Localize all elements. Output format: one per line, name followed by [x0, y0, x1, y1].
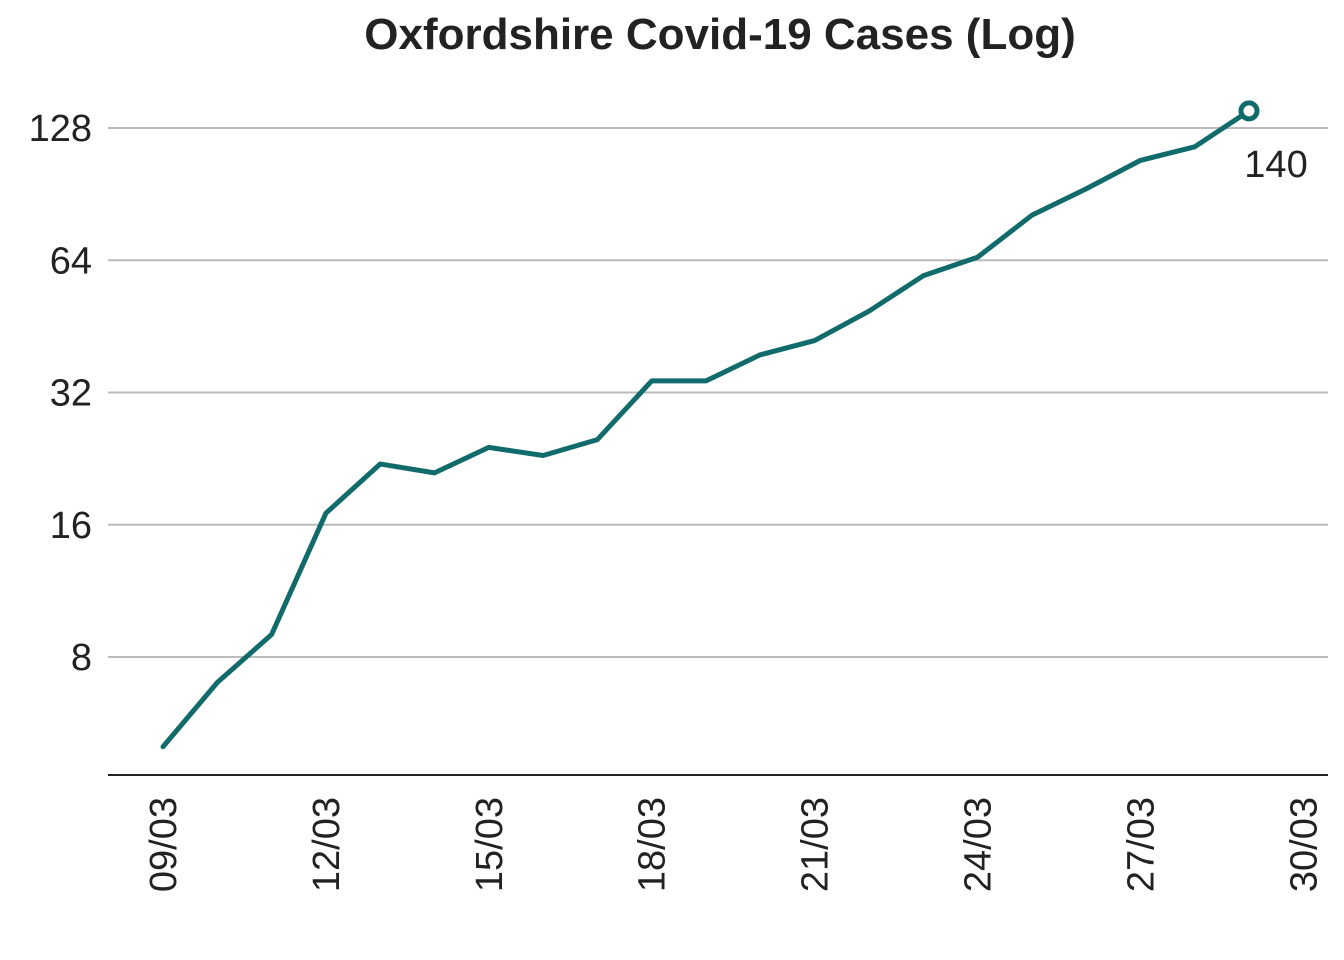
y-tick-label-16: 16 — [50, 505, 92, 547]
data-point — [921, 273, 926, 278]
x-tick-label: 27/03 — [1120, 797, 1162, 892]
x-tick-label: 15/03 — [469, 797, 511, 892]
chart-title: Oxfordshire Covid-19 Cases (Log) — [364, 10, 1076, 59]
x-tick-label: 30/03 — [1283, 797, 1325, 892]
data-point — [866, 309, 871, 314]
x-tick-label: 24/03 — [958, 797, 1000, 892]
y-tick-label-64: 64 — [50, 240, 92, 282]
data-point — [378, 461, 383, 466]
end-point-marker — [1238, 100, 1260, 122]
x-tick-label: 09/03 — [143, 797, 185, 892]
data-point — [649, 378, 654, 383]
series-line — [160, 108, 1252, 750]
y-tick-label-8: 8 — [71, 637, 92, 679]
data-point — [704, 378, 709, 383]
data-point — [269, 632, 274, 637]
data-point — [541, 453, 546, 458]
gridlines — [108, 127, 1328, 658]
data-point — [161, 744, 166, 749]
y-tick-label-128: 128 — [29, 108, 92, 150]
x-axis-ticks: 09/03 12/03 15/03 18/03 21/03 24/03 27/03 30/03 — [143, 797, 1325, 892]
y-tick-label-32: 32 — [50, 373, 92, 415]
y-axis-ticks: 8 16 32 64 128 — [29, 108, 92, 679]
data-point — [1084, 186, 1089, 191]
x-tick-label: 18/03 — [632, 797, 674, 892]
data-point — [975, 255, 980, 260]
data-point — [595, 437, 600, 442]
end-value-label: 140 — [1244, 144, 1307, 186]
series-layer: 140 — [160, 100, 1308, 750]
x-tick-label: 12/03 — [306, 797, 348, 892]
data-point — [432, 470, 437, 475]
data-point — [215, 680, 220, 685]
data-point — [758, 352, 763, 357]
data-point — [486, 445, 491, 450]
data-point — [812, 338, 817, 343]
x-tick-label: 21/03 — [795, 797, 837, 892]
data-point — [323, 511, 328, 516]
data-point — [1138, 158, 1143, 163]
data-point — [1029, 213, 1034, 218]
data-point — [1192, 144, 1197, 149]
